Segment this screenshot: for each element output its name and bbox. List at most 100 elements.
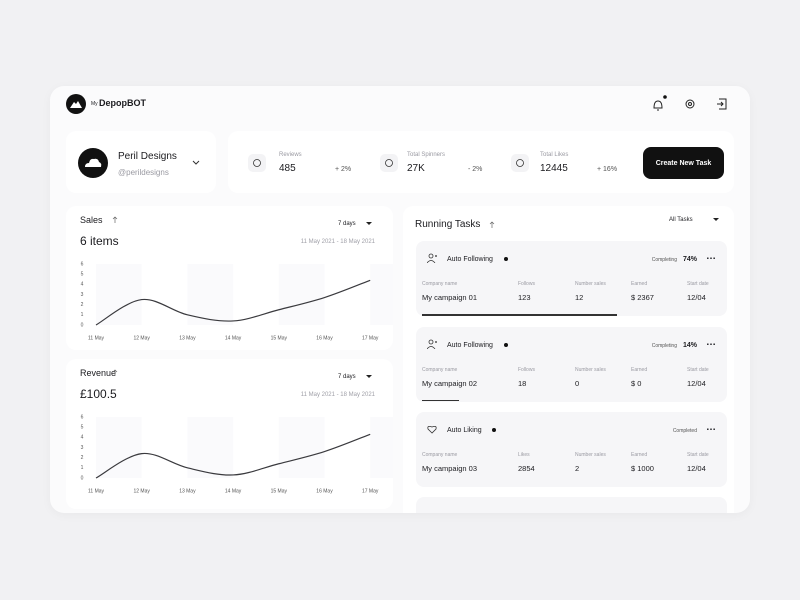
x-tick-label: 17 May [362, 335, 379, 341]
x-tick-label: 11 May [88, 335, 105, 341]
y-tick-label: 5 [81, 424, 84, 430]
field-value: 12 [575, 293, 584, 302]
filter-caret[interactable] [713, 218, 719, 222]
field-label: Company name [422, 452, 458, 458]
field-value: 12/04 [687, 293, 706, 302]
field-label: Earned [631, 281, 648, 287]
sort-icon [112, 216, 118, 223]
stat-icon-bg [511, 154, 529, 172]
task-icon [427, 425, 437, 434]
column-band [96, 264, 142, 325]
settings[interactable] [685, 99, 695, 109]
caret [366, 375, 372, 378]
field-value: My campaign 01 [422, 293, 478, 302]
tasks-panel: Running Tasks All Tasks Auto Following Co… [403, 206, 734, 513]
header-icons [653, 95, 727, 111]
column-band [278, 417, 325, 478]
task-card[interactable] [416, 497, 727, 513]
create-task-button[interactable]: Create New Task [643, 147, 724, 179]
stat-icon-glyph [253, 159, 261, 167]
period-select: 7 days [338, 221, 356, 227]
task-card[interactable]: Auto Following Completing 14% … Company name… [416, 326, 727, 402]
stat-change: + 2% [335, 166, 352, 173]
chart-title: Revenue [80, 368, 117, 378]
stat-label: Total Spinners [407, 152, 446, 158]
field-label: Number sales [575, 452, 606, 458]
y-tick-label: 0 [81, 322, 84, 328]
x-tick-label: 14 May [225, 335, 242, 341]
period-caret [366, 375, 372, 378]
stat-value: 485 [279, 163, 296, 174]
stat-icon-glyph [516, 159, 524, 167]
x-tick-label: 17 May [362, 488, 379, 494]
line-chart: 0 1 2 3 4 5 6 11 May 12 May 13 May 14 May 15 May 16 … [81, 414, 393, 494]
task-menu[interactable]: … [706, 336, 717, 348]
notification-dot [663, 95, 667, 99]
y-tick-label: 6 [81, 261, 84, 267]
field-label: Start date [687, 366, 709, 373]
sort-icon[interactable] [489, 221, 495, 229]
task-glyph [427, 425, 437, 434]
field-label: Earned [631, 452, 648, 458]
brand: DepopBOT [99, 98, 146, 108]
sort-arrow [112, 216, 118, 223]
chart-summary: £100.5 [80, 387, 117, 401]
x-tick-label: 15 May [271, 335, 288, 341]
x-tick-label: 13 May [179, 488, 196, 494]
task-title: Auto Liking [447, 427, 482, 434]
y-tick-label: 4 [81, 435, 84, 441]
field-label: Start date [687, 452, 709, 458]
sort-arrow [112, 369, 118, 376]
task-progress-label: 14% [682, 341, 697, 349]
task-progress-label: 74% [682, 256, 697, 263]
line [95, 433, 371, 479]
x-tick-label: 14 May [225, 488, 242, 494]
stat-label: Total Likes [540, 152, 569, 158]
field-label: Follows [518, 366, 535, 373]
notifications[interactable] [653, 100, 663, 111]
y-tick-label: 4 [81, 282, 84, 288]
x-tick-label: 16 May [316, 335, 333, 341]
avatar [78, 148, 108, 178]
task-status: Completed [672, 428, 697, 434]
x-tick-label: 12 May [133, 335, 150, 341]
date-range: 11 May 2021 - 18 May 2021 [300, 392, 375, 398]
y-tick-label: 5 [81, 271, 84, 277]
task-menu[interactable]: … [706, 422, 717, 433]
line [95, 279, 371, 326]
x-tick-label: 16 May [316, 488, 333, 494]
column-band [370, 417, 393, 478]
profile-chevron[interactable] [192, 160, 200, 166]
field-label: Start date [687, 281, 709, 287]
x-tick-label: 11 May [88, 488, 105, 494]
column-band [187, 417, 234, 478]
task-card[interactable]: Auto Liking Completed … Company name My camp… [416, 412, 727, 487]
stat-icon [511, 154, 529, 172]
field-value: $ 0 [631, 378, 642, 388]
tasks-filter[interactable]: All Tasks [669, 217, 693, 223]
task-title: Auto Following [447, 341, 493, 349]
field-label: Likes [518, 452, 530, 458]
y-tick-label: 3 [81, 292, 84, 298]
line-chart: 0 1 2 3 4 5 6 11 May 12 May 13 May 14 May 15 May 16 … [81, 261, 393, 341]
stat-value: 27K [407, 163, 425, 174]
field-value: $ 2367 [631, 293, 654, 302]
task-menu[interactable]: … [706, 251, 717, 262]
caret [366, 222, 372, 225]
field-value: 2 [575, 464, 580, 473]
field-value: 12/04 [687, 464, 706, 473]
logout[interactable] [717, 98, 727, 110]
y-tick-label: 1 [81, 465, 84, 471]
stat-label: Reviews [279, 152, 302, 158]
task-icon [427, 253, 437, 263]
y-tick-label: 1 [81, 312, 84, 318]
field-value: $ 1000 [631, 464, 654, 473]
column-band [187, 264, 234, 325]
task-status: Completing [651, 342, 677, 349]
date-range: 11 May 2021 - 18 May 2021 [300, 239, 375, 245]
logo [66, 94, 86, 114]
task-glyph [427, 339, 437, 349]
field-label: Earned [631, 366, 648, 373]
task-card[interactable]: Auto Following Completing 74% … Company name… [416, 241, 727, 316]
